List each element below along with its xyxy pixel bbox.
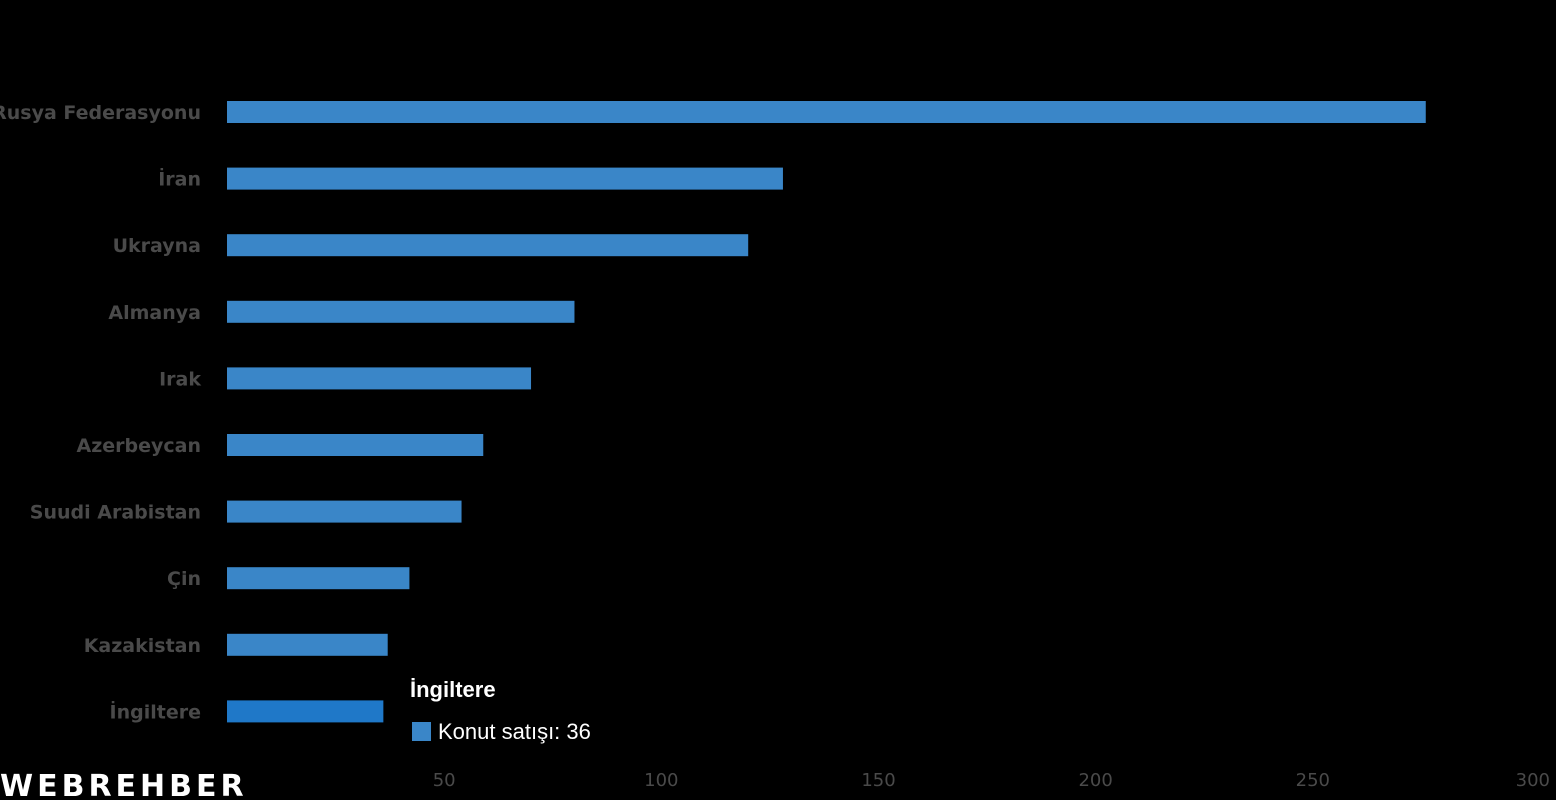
- bar[interactable]: [227, 700, 384, 723]
- category-label: Ukrayna: [113, 235, 201, 257]
- bar[interactable]: [227, 167, 783, 190]
- category-labels: Rusya Federasyonu İran Ukrayna Almanya Irak A…: [0, 102, 201, 723]
- category-label: Çin: [167, 568, 201, 590]
- category-label: Suudi Arabistan: [30, 502, 201, 524]
- x-axis-ticks: 50 100 150 200 250 300: [433, 770, 1550, 791]
- bar[interactable]: [227, 234, 749, 257]
- category-label: İran: [158, 167, 201, 191]
- bar[interactable]: [227, 300, 575, 323]
- webrehber-logo: WEBREHBER: [0, 769, 248, 800]
- bars-group: [227, 101, 1426, 723]
- bar[interactable]: [227, 101, 1426, 123]
- tooltip-legend-swatch: [412, 722, 431, 741]
- x-tick-label: 100: [644, 770, 678, 791]
- bar[interactable]: [227, 567, 410, 590]
- tooltip-title: İngiltere: [410, 677, 496, 702]
- x-tick-label: 50: [433, 770, 456, 791]
- category-label: Kazakistan: [84, 635, 201, 657]
- tooltip-text: Konut satışı: 36: [438, 719, 591, 744]
- x-tick-label: 300: [1516, 770, 1550, 791]
- tooltip: İngiltere Konut satışı: 36: [410, 677, 591, 744]
- category-label: Rusya Federasyonu: [0, 102, 201, 124]
- bar[interactable]: [227, 633, 388, 656]
- category-label: Almanya: [108, 302, 201, 324]
- logo-text: WEBREHBER: [0, 769, 248, 800]
- category-label: İngiltere: [110, 699, 201, 723]
- bar[interactable]: [227, 434, 484, 456]
- x-tick-label: 150: [861, 770, 895, 791]
- category-label: Azerbeycan: [76, 435, 201, 457]
- category-label: Irak: [159, 368, 201, 390]
- bar[interactable]: [227, 367, 532, 390]
- x-tick-label: 250: [1296, 770, 1330, 791]
- x-tick-label: 200: [1078, 770, 1112, 791]
- bar[interactable]: [227, 500, 462, 523]
